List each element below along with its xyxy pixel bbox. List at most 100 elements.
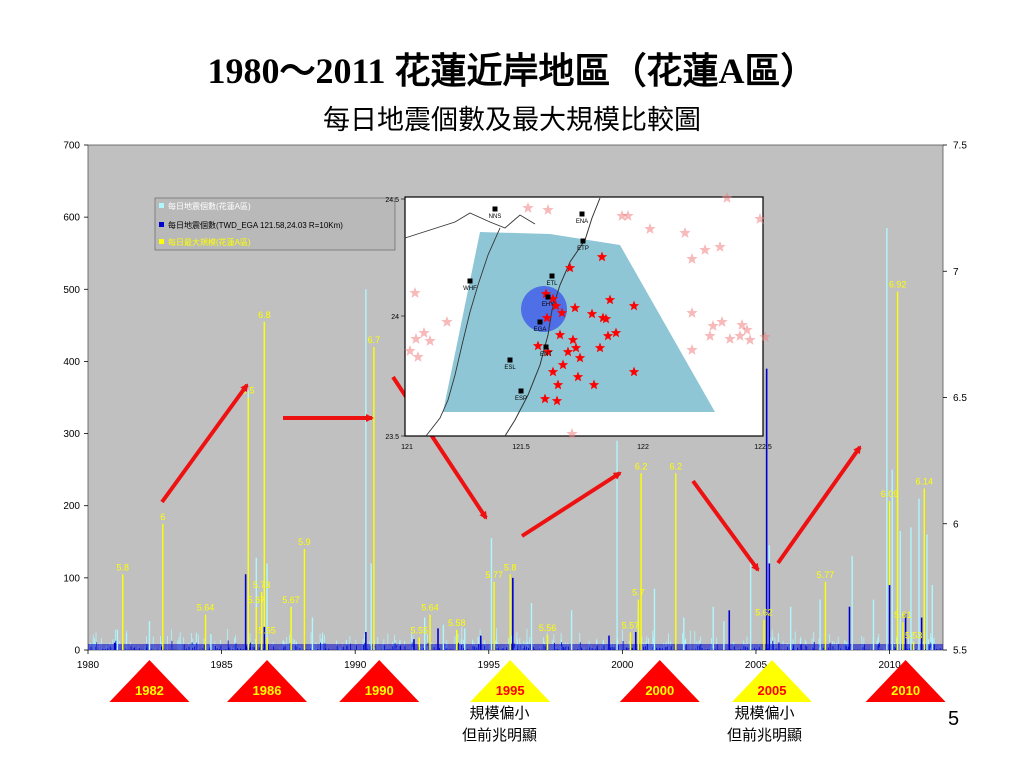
station-label: ENT [540,352,552,358]
faint-epicenter [704,330,716,341]
strong-epicenter [532,340,544,351]
note-1995-line2: 但前兆明顯 [462,728,538,744]
strong-epicenter [572,371,584,382]
year-marker-triangle [227,660,308,702]
trend-arrow [160,383,249,504]
inset-x-tick-label: 122.5 [754,444,772,451]
legend-item-a: 每日地震個數(花蓮A區) [168,201,251,211]
strong-epicenter [556,307,568,318]
magnitude-label: 5.73 [253,580,271,590]
inset-x-tick-label: 122 [637,444,649,451]
note-2005: 規模偏小 但前兆明顯 [727,703,802,747]
strong-epicenter [557,359,569,370]
magnitude-label: 6.2 [635,461,648,471]
strong-epicenter [594,342,606,353]
magnitude-label: 6 [160,512,165,522]
station-marker [507,357,513,363]
station-marker [543,344,549,350]
x-tick-label: 1995 [478,660,501,671]
year-marker-triangle [619,660,700,702]
magnitude-label: 5.64 [421,603,439,613]
y-left-tick-label: 300 [63,429,80,440]
faint-epicenter [410,333,422,344]
y-right-tick-label: 5.5 [953,646,967,657]
year-marker-label: 2010 [891,683,920,698]
magnitude-label: 5.8 [504,562,517,572]
inset-map: NNS ENA ETP ETL WHF EHY EGA ENT ESL ESP 121 121.5 1… [385,192,772,451]
magnitude-label: 6.14 [916,476,934,486]
x-tick-label: 2000 [611,660,634,671]
station-marker [549,273,555,279]
chart-title: 1980～2011 花蓮近岸地區（花蓮A區） [207,51,817,91]
strong-epicenter [562,346,574,357]
y-left-tick-label: 500 [63,285,80,296]
magnitude-label: 5.7 [632,588,645,598]
magnitude-label: 5.64 [197,603,215,613]
faint-epicenter [404,345,416,356]
station-marker [545,294,551,300]
magnitude-label: 6.09 [881,489,899,499]
y-left-tick-label: 100 [63,573,80,584]
station-label: WHF [463,286,477,292]
inset-zone [443,232,715,412]
faint-epicenter [409,287,421,298]
magnitude-label: 5.62 [755,608,773,618]
strong-epicenter [539,393,551,404]
magnitude-label: 5.77 [817,570,835,580]
station-label: ESL [504,365,516,371]
station-label: ETP [577,246,589,252]
faint-epicenter [686,307,698,318]
magnitude-label: 5.67 [248,595,266,605]
page-number: 5 [948,708,960,730]
year-marker-triangle [865,660,946,702]
year-marker-label: 1990 [365,683,394,698]
station-label: ETL [546,281,558,287]
inset-county-line [404,212,536,437]
station-marker [579,211,585,217]
magnitude-label: 5.55 [258,625,276,635]
year-marker-triangle [339,660,420,702]
magnitude-label: 6.7 [368,335,381,345]
year-marker-label: 1982 [135,683,164,698]
faint-epicenter [721,192,733,203]
chart-subtitle: 每日地震個數及最大規模比較圖 [323,105,701,135]
strong-epicenter [542,346,554,357]
station-label: EHY [542,302,554,308]
magnitude-label: 5.9 [298,537,311,547]
station-marker [492,206,498,212]
faint-epicenter [441,316,453,327]
x-tick-label: 1985 [210,660,233,671]
faint-epicenter [744,334,756,345]
magnitude-label: 5.58 [448,618,466,628]
strong-epicenter [541,312,553,323]
x-tick-label: 2010 [878,660,901,671]
magnitude-label: 6.2 [670,461,683,471]
inset-y-tick-label: 24 [391,314,399,321]
station-marker [518,388,524,394]
year-marker-triangle [109,660,190,702]
y-right-tick-label: 7.5 [953,141,967,152]
legend-swatch-mag [159,239,164,244]
station-marker [537,319,543,325]
magnitude-label: 5.61 [894,610,912,620]
strong-epicenter [596,251,608,262]
strong-epicenter [628,366,640,377]
x-tick-label: 1980 [77,660,100,671]
strong-epicenter [547,293,559,304]
y-left-tick-label: 700 [63,141,80,152]
strong-epicenter [540,288,552,299]
note-2005-line2: 但前兆明顯 [727,728,803,744]
legend-item-mag: 每日最大規模(花蓮A區) [168,237,251,247]
legend-box [154,197,396,251]
x-tick-label: 1990 [344,660,367,671]
y-right-tick-label: 6.5 [953,393,967,404]
inset-y-tick-label: 23.5 [385,434,399,441]
year-marker-label: 1986 [253,683,282,698]
strong-epicenter [554,329,566,340]
faint-epicenter [542,204,554,215]
strong-epicenter [628,300,640,311]
strong-epicenter [597,312,609,323]
year-marker-triangle [732,660,812,702]
magnitude-label: 5.57 [622,620,640,630]
